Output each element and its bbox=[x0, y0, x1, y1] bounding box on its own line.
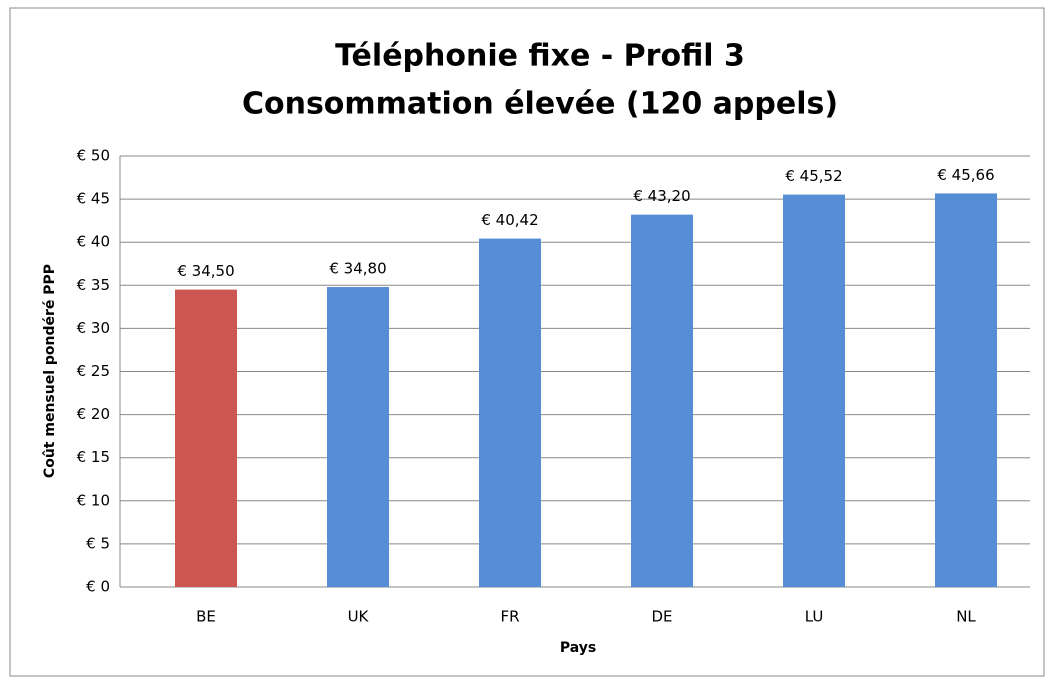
bar bbox=[631, 214, 693, 587]
data-label: € 45,66 bbox=[937, 166, 994, 184]
x-tick-label: UK bbox=[348, 608, 370, 626]
y-tick-label: € 25 bbox=[77, 362, 110, 380]
x-axis-title: Pays bbox=[560, 640, 596, 656]
bar bbox=[479, 238, 541, 588]
data-label: € 43,20 bbox=[633, 187, 690, 205]
bar bbox=[783, 194, 845, 587]
bar bbox=[175, 289, 237, 587]
y-tick-label: € 35 bbox=[77, 276, 110, 294]
y-tick-label: € 10 bbox=[77, 491, 110, 509]
x-tick-label: BE bbox=[196, 608, 216, 626]
x-tick-label: NL bbox=[956, 608, 976, 626]
bar bbox=[327, 287, 389, 587]
y-tick-label: € 0 bbox=[86, 578, 110, 596]
data-label: € 34,80 bbox=[329, 260, 386, 278]
data-label: € 45,52 bbox=[785, 167, 842, 185]
y-tick-label: € 40 bbox=[77, 233, 110, 251]
data-label: € 40,42 bbox=[481, 211, 538, 229]
y-tick-label: € 50 bbox=[77, 147, 110, 165]
data-label: € 34,50 bbox=[177, 262, 234, 280]
x-tick-label: LU bbox=[805, 608, 824, 626]
y-tick-label: € 15 bbox=[77, 448, 110, 466]
x-tick-label: DE bbox=[651, 608, 672, 626]
chart-title: Téléphonie fixe - Profil 3 bbox=[335, 39, 745, 74]
y-axis-title: Coût mensuel pondéré PPP bbox=[42, 264, 58, 478]
x-tick-label: FR bbox=[500, 608, 519, 626]
y-tick-label: € 45 bbox=[77, 190, 110, 208]
y-tick-label: € 20 bbox=[77, 405, 110, 423]
y-tick-label: € 5 bbox=[86, 534, 110, 552]
y-tick-label: € 30 bbox=[77, 319, 110, 337]
chart-subtitle: Consommation élevée (120 appels) bbox=[242, 87, 838, 122]
bar bbox=[935, 193, 997, 587]
